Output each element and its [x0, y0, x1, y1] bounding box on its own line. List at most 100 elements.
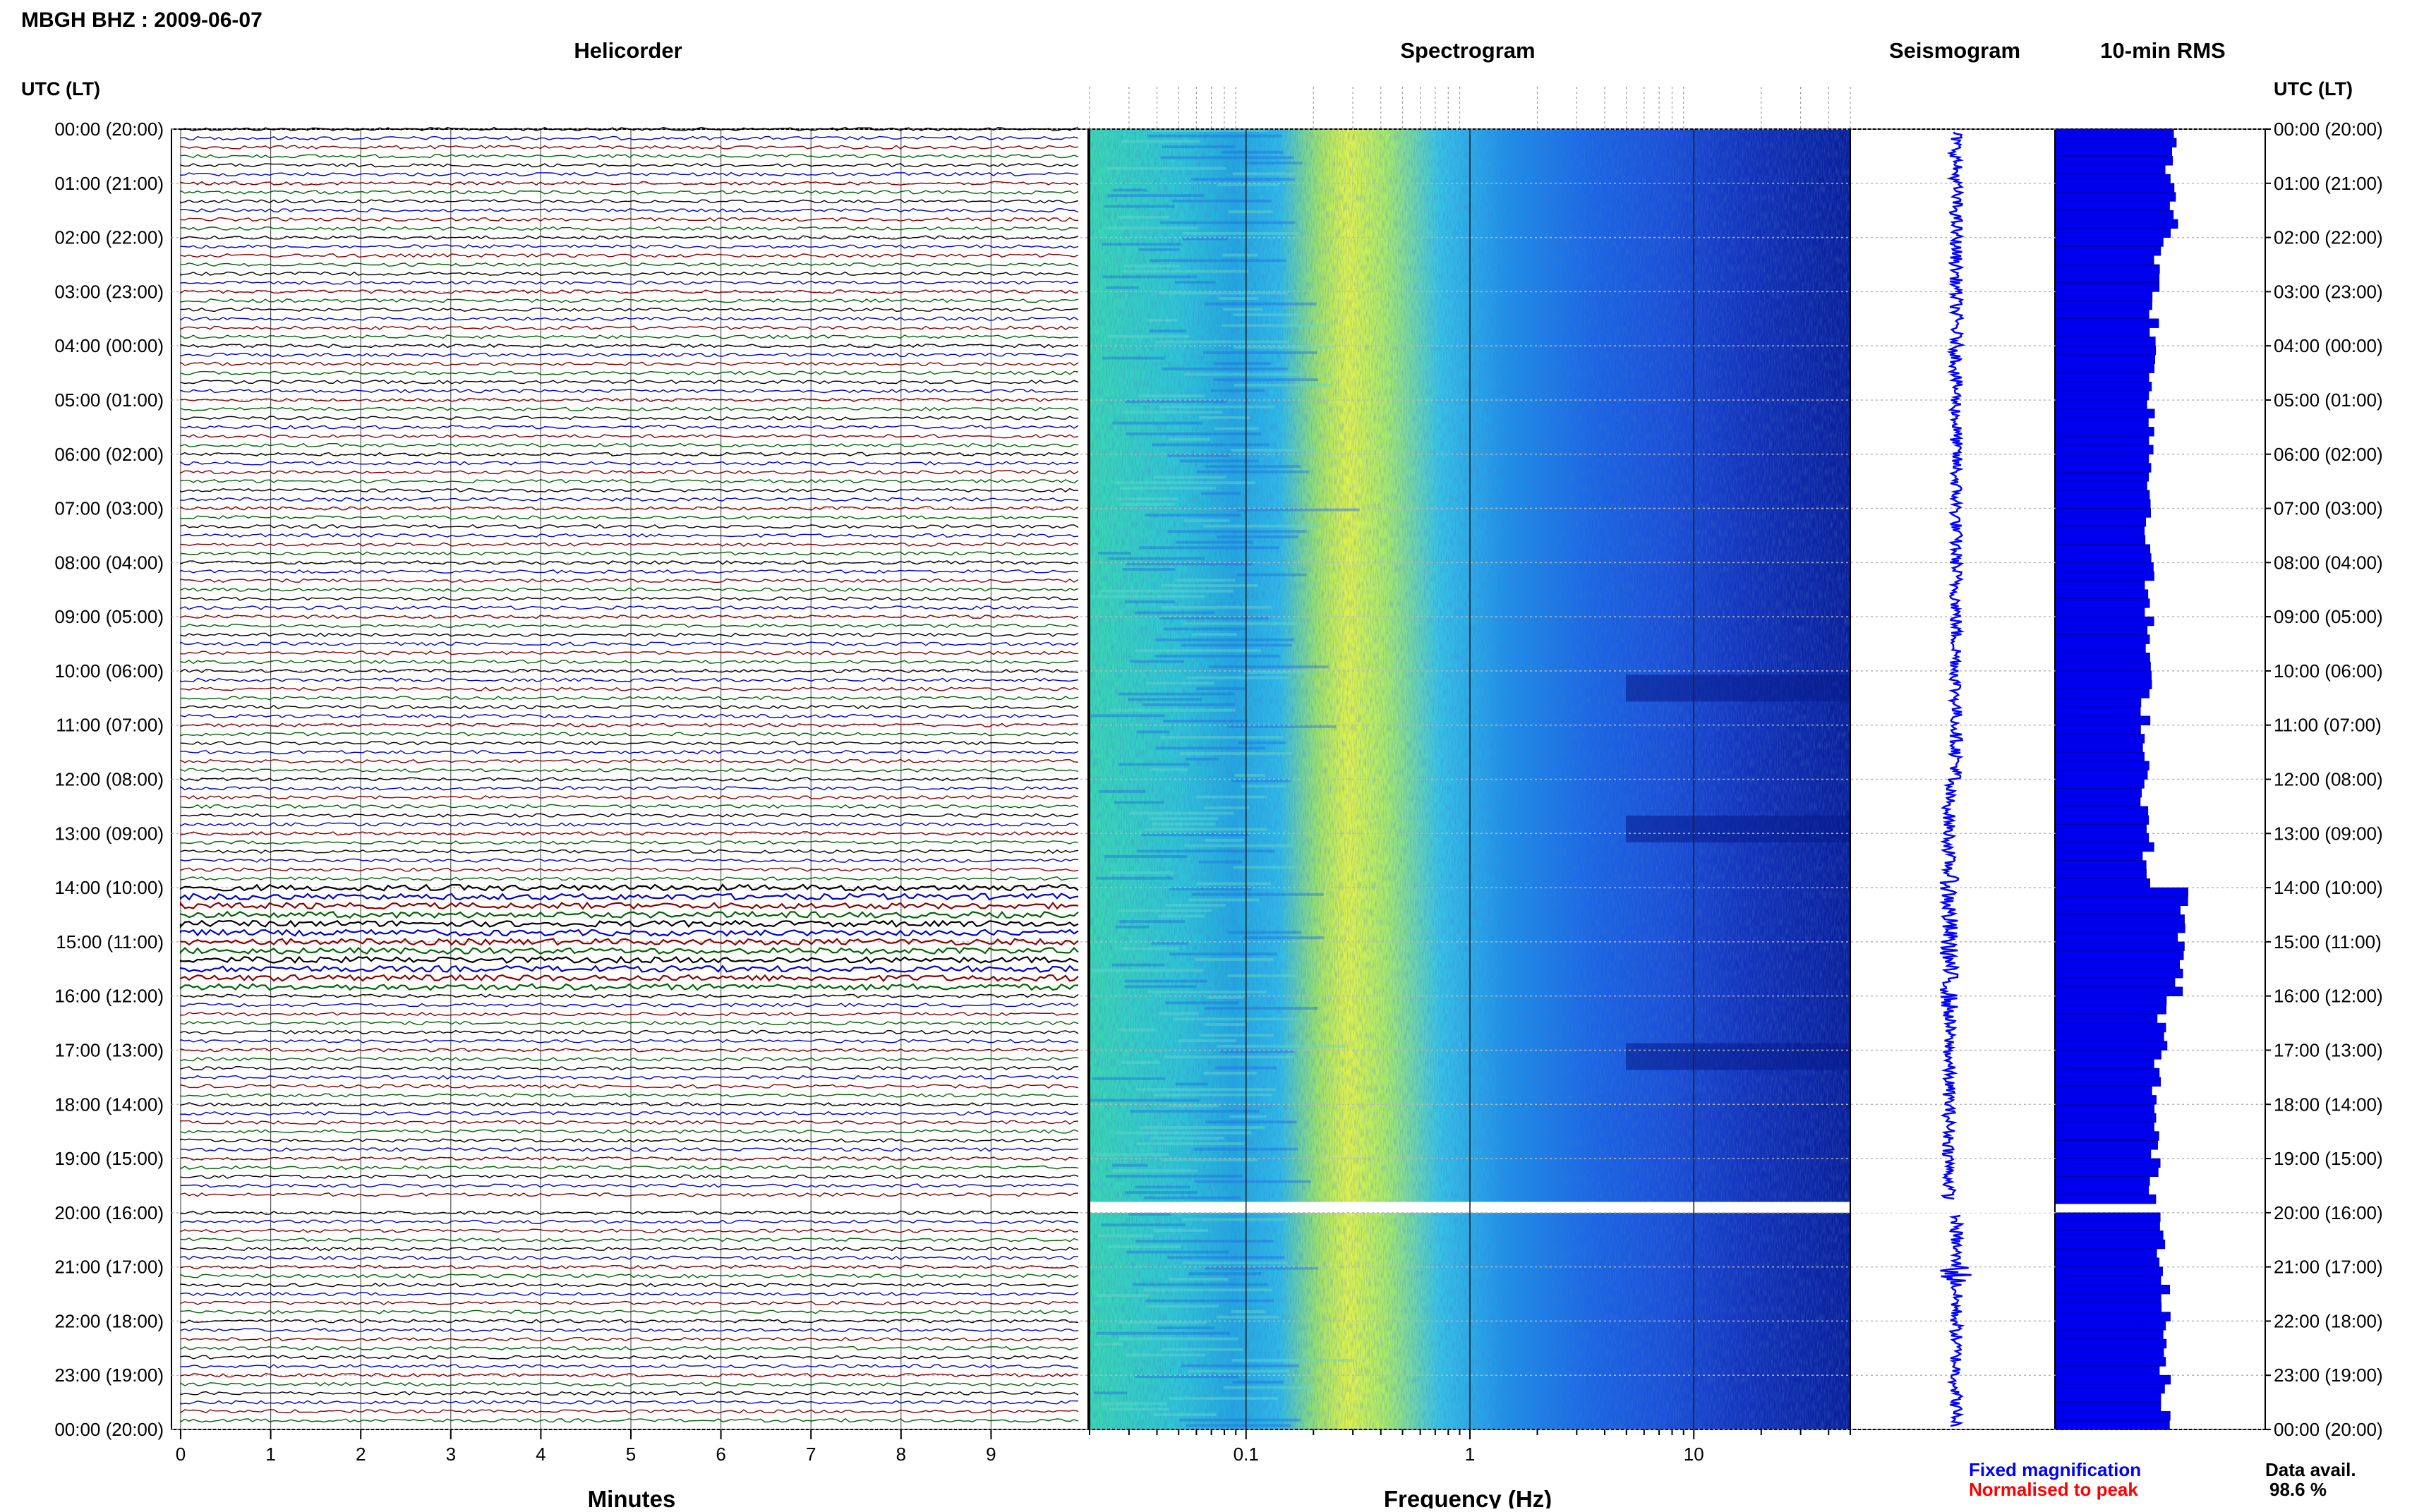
spectrogram-stripe	[1203, 351, 1317, 354]
utc-header-left: UTC (LT)	[21, 78, 100, 99]
spectrogram-stripe	[1167, 454, 1229, 457]
helicorder-trace	[180, 560, 1079, 565]
helicorder-trace	[180, 416, 1079, 421]
spectrogram-stripe	[1171, 199, 1272, 202]
spectrogram-stripe	[1150, 768, 1188, 772]
rms-bar	[2055, 851, 2143, 861]
seismogram-title: Seismogram	[1889, 38, 2020, 63]
spectrogram-stripe	[1169, 1104, 1219, 1108]
rms-bar	[2055, 896, 2188, 906]
spectrogram-stripe	[1181, 643, 1293, 647]
spectrogram-stripe	[1174, 281, 1216, 284]
helicorder-trace	[180, 1174, 1079, 1179]
spectrogram-stripe	[1163, 1056, 1293, 1059]
rms-bar	[2055, 282, 2160, 292]
hour-label-right: 21:00 (17:00)	[2274, 1257, 2383, 1278]
spectrogram-stripe	[1114, 801, 1165, 804]
rms-bar	[2055, 1393, 2161, 1403]
rms-bar	[2055, 128, 2174, 139]
helicorder-trace	[180, 1012, 1079, 1017]
spectrogram-stripe	[1123, 270, 1248, 273]
helicorder-trace	[180, 596, 1079, 601]
rms-bar	[2055, 382, 2152, 392]
rms-bar	[2055, 1013, 2158, 1024]
spectrogram-stripe	[1126, 562, 1252, 566]
helicorder-trace	[179, 974, 1079, 983]
rms-bar	[2055, 571, 2154, 581]
spectrogram-stripe	[1183, 373, 1306, 376]
helicorder-trace	[180, 1102, 1079, 1107]
spectrogram-stripe	[1213, 378, 1318, 382]
rms-bar	[2055, 201, 2170, 211]
rms-bar	[2055, 806, 2149, 816]
spectrogram-stripe	[1162, 1348, 1243, 1351]
rms-bar	[2055, 1338, 2167, 1349]
minute-tick-label: 3	[446, 1444, 456, 1465]
hour-label-right: 00:00 (20:00)	[2274, 119, 2383, 140]
rms-bar	[2055, 1068, 2160, 1078]
spectrogram-stripe	[1149, 329, 1186, 333]
spectrogram-stripe	[1228, 210, 1273, 214]
minute-tick-label: 8	[896, 1444, 906, 1465]
spectrogram-stripe	[1164, 1001, 1239, 1005]
spectrogram-stripe	[1222, 324, 1327, 327]
helicorder-trace	[179, 883, 1079, 892]
spectrogram-stripe	[1118, 909, 1212, 912]
helicorder-trace	[180, 1345, 1079, 1350]
rms-bar	[2055, 1122, 2154, 1132]
spectrogram-stripe	[1186, 676, 1291, 679]
rms-bar	[2055, 932, 2178, 943]
spectrogram-stripe	[1102, 275, 1197, 279]
spectrogram-stripe	[1186, 1424, 1291, 1427]
spectrogram-stripe	[1104, 205, 1175, 208]
helicorder-trace	[180, 1111, 1079, 1116]
rms-bar	[2055, 887, 2188, 897]
rms-bar	[2055, 661, 2151, 672]
helicorder-trace	[180, 1075, 1079, 1080]
rms-bar	[2055, 725, 2141, 734]
spectrogram-stripe	[1097, 1294, 1150, 1298]
spectrogram-stripe	[1214, 362, 1272, 365]
spectrogram-stripe	[1126, 1353, 1205, 1357]
rms-bar	[2055, 300, 2152, 310]
hour-label-right: 13:00 (09:00)	[2274, 823, 2383, 844]
data-avail-label: Data avail.	[2265, 1459, 2356, 1480]
spectrogram-stripe	[1184, 844, 1294, 847]
spectrogram-stripe	[1097, 551, 1131, 555]
hour-gridlines	[171, 128, 2265, 1430]
helicorder-trace	[180, 1417, 1079, 1423]
rms-bar	[2055, 1032, 2164, 1041]
spectrogram-stripe	[1147, 682, 1214, 685]
hour-label-right: 05:00 (01:00)	[2274, 389, 2383, 411]
spectrogram-stripe	[1165, 904, 1226, 907]
spectrogram-stripe	[1195, 1180, 1311, 1183]
helicorder-trace	[180, 1264, 1079, 1269]
spectrogram-stripe	[1153, 1228, 1209, 1232]
spectrogram-stripe	[1169, 1396, 1279, 1400]
helicorder-trace	[180, 623, 1079, 629]
rms-bar	[2055, 544, 2151, 554]
helicorder-trace	[180, 831, 1079, 836]
helicorder-trace	[180, 768, 1079, 773]
hour-label-right: 01:00 (21:00)	[2274, 173, 2383, 194]
helicorder-trace	[180, 741, 1079, 746]
spectrogram-stripe	[1092, 1077, 1165, 1080]
helicorder-trace	[180, 343, 1079, 349]
spectrogram-stripe	[1145, 1299, 1274, 1302]
helicorder-trace	[180, 1192, 1079, 1197]
rms-bar	[2055, 616, 2154, 627]
spectrogram-stripe	[1096, 1331, 1230, 1335]
spectrogram-stripe	[1141, 833, 1250, 837]
hour-label-left: 07:00 (03:00)	[54, 498, 164, 519]
helicorder-trace	[180, 488, 1079, 493]
spectrogram-stripe	[1175, 1082, 1208, 1086]
rms-bar	[2055, 373, 2149, 382]
rms-bar	[2055, 390, 2149, 401]
helicorder-trace	[180, 651, 1079, 655]
helicorder-trace	[180, 758, 1079, 764]
rms-bar	[2055, 246, 2161, 256]
hour-label-left: 01:00 (21:00)	[54, 173, 164, 194]
spectrogram-stripe	[1108, 1408, 1169, 1411]
spectrogram-stripe	[1112, 1163, 1148, 1167]
spectrogram-stripe	[1121, 140, 1200, 143]
